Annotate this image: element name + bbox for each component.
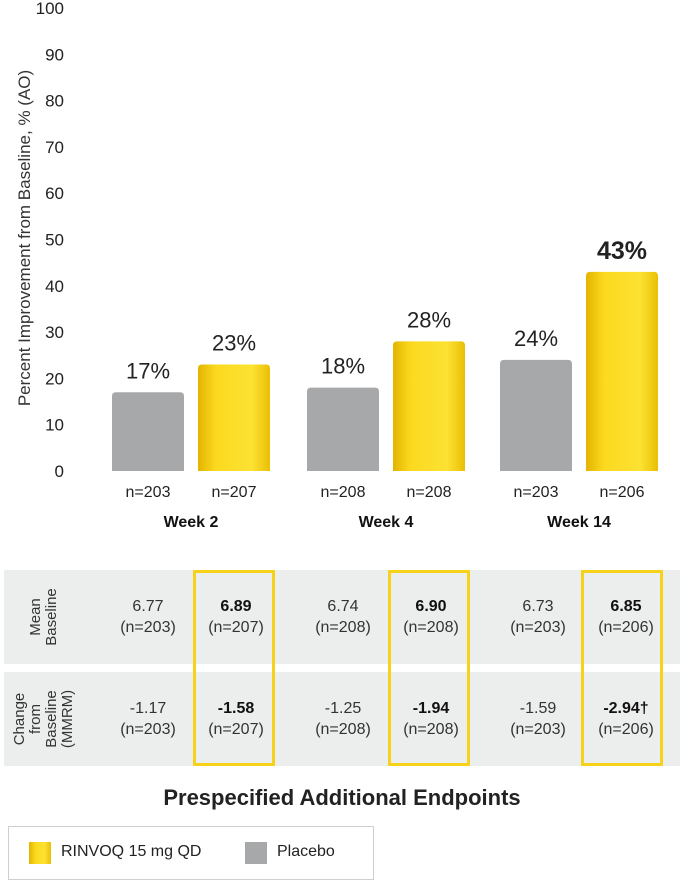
cell-value: 6.77 <box>132 598 164 615</box>
group-label-week-2: Week 2 <box>164 514 219 531</box>
table-cell: 6.74 (n=208) <box>298 570 388 664</box>
row-header-line: Baseline <box>43 588 60 646</box>
cell-value: -1.25 <box>324 700 362 717</box>
bar-chart: Percent Improvement from Baseline, % (AO… <box>15 0 658 531</box>
sample-size-label: n=207 <box>212 484 257 501</box>
table-cell: -2.94† (n=206) <box>581 672 671 766</box>
y-tick-label: 50 <box>45 231 64 250</box>
cell-n: (n=208) <box>403 619 459 636</box>
table-cell: -1.17 (n=203) <box>103 672 193 766</box>
table-cell: -1.58 (n=207) <box>191 672 281 766</box>
group-label-week-4: Week 4 <box>359 514 414 531</box>
bar-value-label: 43% <box>597 237 647 265</box>
cell-value: 6.85 <box>610 598 642 615</box>
cell-n: (n=203) <box>120 721 176 738</box>
table-cell: -1.94 (n=208) <box>386 672 476 766</box>
row-header: Mean Baseline <box>4 570 84 664</box>
table-cell: 6.73 (n=203) <box>493 570 583 664</box>
bar-value-label: 17% <box>126 358 170 383</box>
y-tick-label: 70 <box>45 138 64 157</box>
table-row: Mean Baseline 6.77 (n=203) 6.89 (n=207) 6.74 (n… <box>4 570 680 664</box>
y-tick-label: 10 <box>45 416 64 435</box>
legend-swatch-placebo <box>245 842 267 864</box>
sample-size-label: n=203 <box>126 484 171 501</box>
highlight-box <box>581 570 663 766</box>
y-tick-label: 90 <box>45 45 64 64</box>
y-tick-label: 60 <box>45 184 64 203</box>
cell-n: (n=207) <box>208 721 264 738</box>
row-header-line: Change <box>11 692 28 746</box>
cell-value: 6.73 <box>522 598 554 615</box>
table-cell: -1.25 (n=208) <box>298 672 388 766</box>
group-label-week-14: Week 14 <box>547 514 611 531</box>
table-cell: -1.59 (n=203) <box>493 672 583 766</box>
cell-value: 6.89 <box>220 598 252 615</box>
cell-n: (n=207) <box>208 619 264 636</box>
highlight-box <box>388 570 470 766</box>
legend-swatch-rinvoq <box>29 842 51 864</box>
table-cell: 6.89 (n=207) <box>191 570 281 664</box>
bar-placebo-week-2 <box>112 392 184 471</box>
legend-label-placebo: Placebo <box>277 843 335 860</box>
y-tick-label: 30 <box>45 323 64 342</box>
legend: RINVOQ 15 mg QD Placebo <box>8 826 374 880</box>
bar-value-label: 24% <box>514 326 558 351</box>
cell-value: 6.90 <box>415 598 447 615</box>
bar-placebo-week-14 <box>500 359 572 471</box>
cell-n: (n=208) <box>315 619 371 636</box>
table-cell: 6.77 (n=203) <box>103 570 193 664</box>
bar-placebo-week-4 <box>307 387 379 471</box>
bar-value-label: 23% <box>212 331 256 356</box>
cell-value: -2.94† <box>603 700 649 717</box>
cell-n: (n=203) <box>510 721 566 738</box>
table-cell: 6.85 (n=206) <box>581 570 671 664</box>
y-tick-label: 0 <box>55 462 64 481</box>
bar-value-label: 28% <box>407 307 451 332</box>
legend-label-rinvoq: RINVOQ 15 mg QD <box>61 843 202 860</box>
sample-size-label: n=203 <box>514 484 559 501</box>
row-header-line: Baseline <box>43 690 60 748</box>
row-header: Change from Baseline (MMRM) <box>4 672 84 766</box>
footer-title: Prespecified Additional Endpoints <box>163 785 521 810</box>
cell-n: (n=203) <box>120 619 176 636</box>
highlight-box <box>193 570 275 766</box>
y-axis-title: Percent Improvement from Baseline, % (AO… <box>15 70 34 406</box>
y-tick-label: 20 <box>45 369 64 388</box>
cell-value: -1.94 <box>412 700 450 717</box>
cell-value: 6.74 <box>327 598 359 615</box>
y-tick-label: 100 <box>36 0 64 18</box>
cell-n: (n=208) <box>403 721 459 738</box>
bar-rinvoq-week-2 <box>198 364 270 471</box>
sample-size-label: n=206 <box>600 484 645 501</box>
row-header-line: Mean <box>27 598 44 636</box>
cell-n: (n=208) <box>315 721 371 738</box>
cell-n: (n=206) <box>598 619 654 636</box>
bar-rinvoq-week-14 <box>586 271 658 471</box>
cell-n: (n=206) <box>598 721 654 738</box>
bar-value-label: 18% <box>321 354 365 379</box>
cell-value: -1.59 <box>519 700 557 717</box>
y-tick-label: 80 <box>45 92 64 111</box>
cell-value: -1.17 <box>129 700 167 717</box>
cell-n: (n=203) <box>510 619 566 636</box>
cell-value: -1.58 <box>217 700 255 717</box>
row-header-line: from <box>27 704 44 734</box>
table-cell: 6.90 (n=208) <box>386 570 476 664</box>
sample-size-label: n=208 <box>407 484 452 501</box>
sample-size-label: n=208 <box>321 484 366 501</box>
table-row: Change from Baseline (MMRM) -1.17 (n=203) -1.5… <box>4 672 680 766</box>
y-tick-label: 40 <box>45 277 64 296</box>
row-header-line: (MMRM) <box>59 689 76 749</box>
bar-rinvoq-week-4 <box>393 341 465 471</box>
